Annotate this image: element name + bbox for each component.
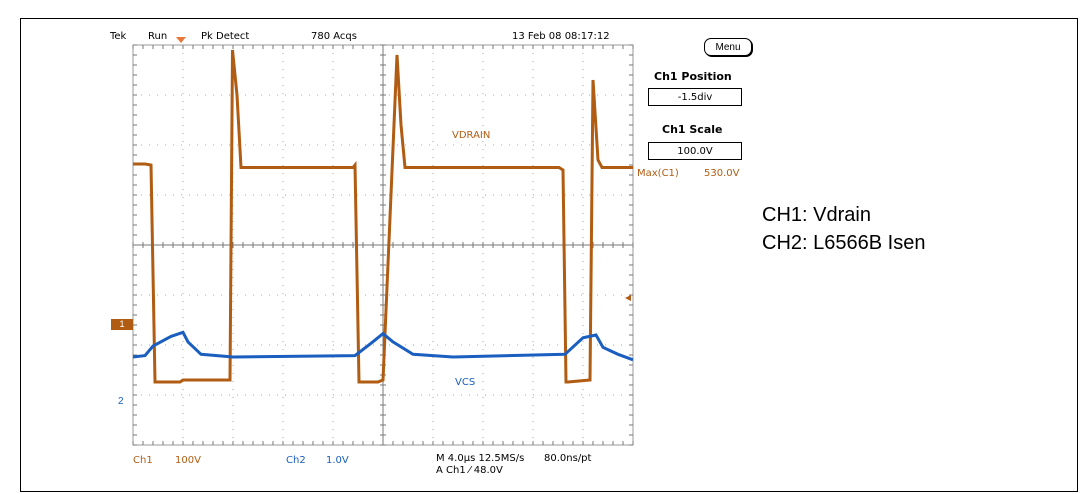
- acquisition-mode: Pk Detect: [201, 31, 250, 42]
- trigger-info: A Ch1 ⁄ 48.0V: [436, 465, 503, 476]
- max-c1-value: 530.0V: [704, 168, 740, 179]
- max-c1-label: Max(C1): [637, 168, 679, 179]
- brand-label: Tek: [110, 31, 127, 42]
- ch1-bottom-scale: 100V: [175, 455, 201, 466]
- acquisition-count: 780 Acqs: [311, 31, 357, 42]
- figure-frame: [20, 18, 1078, 492]
- ch2-vcs-trace: [132, 330, 634, 362]
- ch1-ground-marker: 1: [111, 319, 133, 330]
- graticule: [132, 37, 634, 446]
- traces: [132, 49, 634, 384]
- ch1-scale-value: 100.0V: [648, 142, 742, 160]
- legend-ch2: CH2: L6566B Isen: [762, 232, 926, 254]
- vcs-annotation: VCS: [455, 377, 476, 388]
- trigger-position-marker: [176, 37, 186, 43]
- ch2-bottom-scale: 1.0V: [326, 455, 349, 466]
- ch2-ground-marker: 2: [118, 396, 124, 407]
- run-state: Run: [148, 31, 168, 42]
- ch1-position-value: -1.5div: [648, 88, 742, 106]
- menu-button[interactable]: Menu: [704, 38, 752, 56]
- vdrain-annotation: VDRAIN: [452, 130, 491, 141]
- ch2-bottom-label: Ch2: [286, 455, 306, 466]
- legend-ch1: CH1: Vdrain: [762, 204, 871, 226]
- resolution: 80.0ns/pt: [544, 453, 592, 464]
- trigger-level-marker: [625, 295, 631, 301]
- ch1-scale-title: Ch1 Scale: [662, 123, 723, 136]
- timebase: M 4.0µs 12.5MS/s: [436, 453, 525, 464]
- ch1-position-title: Ch1 Position: [654, 70, 732, 83]
- ch1-vdrain-trace: [133, 49, 633, 384]
- datetime: 13 Feb 08 08:17:12: [512, 31, 610, 42]
- ch1-bottom-label: Ch1: [133, 455, 153, 466]
